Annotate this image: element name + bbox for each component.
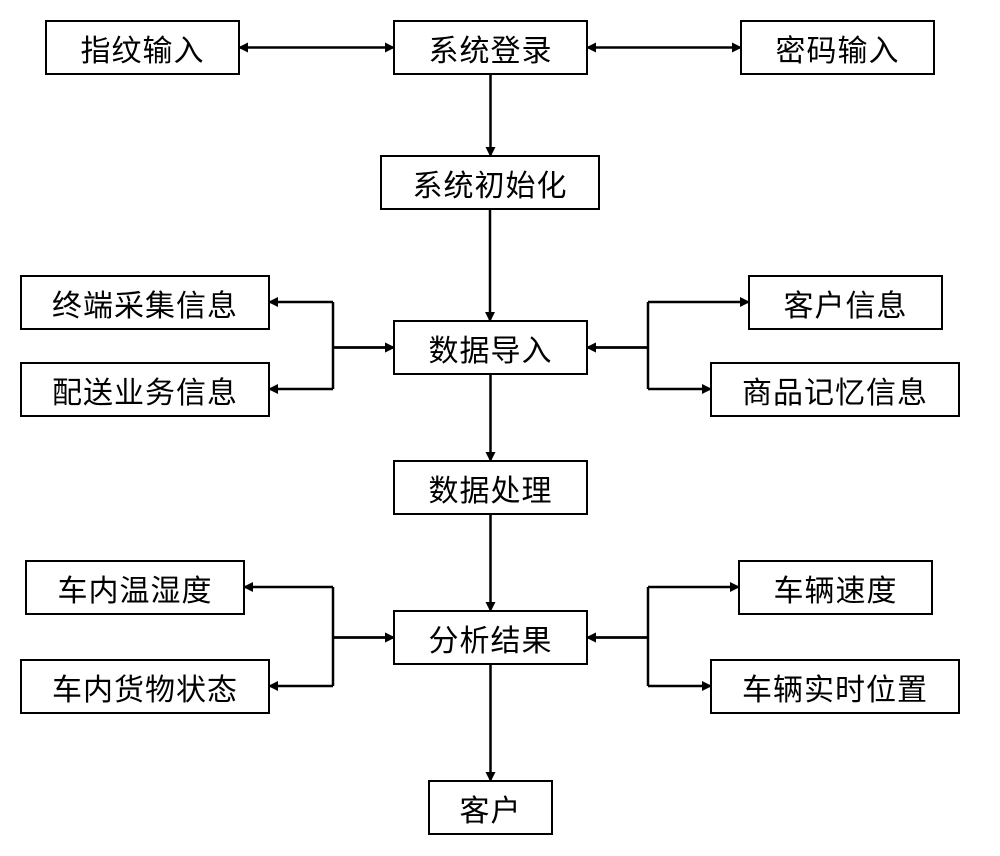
node-password-input: 密码输入 bbox=[740, 20, 935, 75]
node-fingerprint-input: 指纹输入 bbox=[45, 20, 240, 75]
node-customer: 客户 bbox=[428, 780, 553, 835]
node-label: 分析结果 bbox=[429, 616, 553, 660]
node-data-import: 数据导入 bbox=[393, 320, 588, 375]
node-cargo-status: 车内货物状态 bbox=[20, 659, 270, 714]
node-label: 车内温湿度 bbox=[58, 566, 213, 610]
node-label: 客户信息 bbox=[784, 281, 908, 325]
node-product-info: 商品记忆信息 bbox=[710, 362, 960, 417]
node-label: 数据导入 bbox=[429, 326, 553, 370]
node-system-login: 系统登录 bbox=[393, 20, 588, 75]
node-label: 车内货物状态 bbox=[52, 665, 238, 709]
node-data-process: 数据处理 bbox=[393, 460, 588, 515]
node-label: 终端采集信息 bbox=[52, 281, 238, 325]
node-label: 车辆速度 bbox=[774, 566, 898, 610]
node-label: 配送业务信息 bbox=[52, 368, 238, 412]
node-vehicle-position: 车辆实时位置 bbox=[710, 659, 960, 714]
node-label: 数据处理 bbox=[429, 466, 553, 510]
node-label: 密码输入 bbox=[776, 26, 900, 70]
node-terminal-info: 终端采集信息 bbox=[20, 275, 270, 330]
node-label: 系统登录 bbox=[429, 26, 553, 70]
node-label: 指纹输入 bbox=[81, 26, 205, 70]
node-system-init: 系统初始化 bbox=[380, 155, 600, 210]
node-vehicle-speed: 车辆速度 bbox=[738, 560, 933, 615]
node-customer-info: 客户信息 bbox=[748, 275, 943, 330]
node-label: 商品记忆信息 bbox=[742, 368, 928, 412]
node-analysis-result: 分析结果 bbox=[393, 610, 588, 665]
node-label: 系统初始化 bbox=[413, 161, 568, 205]
node-delivery-info: 配送业务信息 bbox=[20, 362, 270, 417]
node-label: 车辆实时位置 bbox=[742, 665, 928, 709]
flowchart-connectors bbox=[0, 0, 1000, 856]
node-in-car-temp: 车内温湿度 bbox=[25, 560, 245, 615]
node-label: 客户 bbox=[460, 786, 522, 830]
